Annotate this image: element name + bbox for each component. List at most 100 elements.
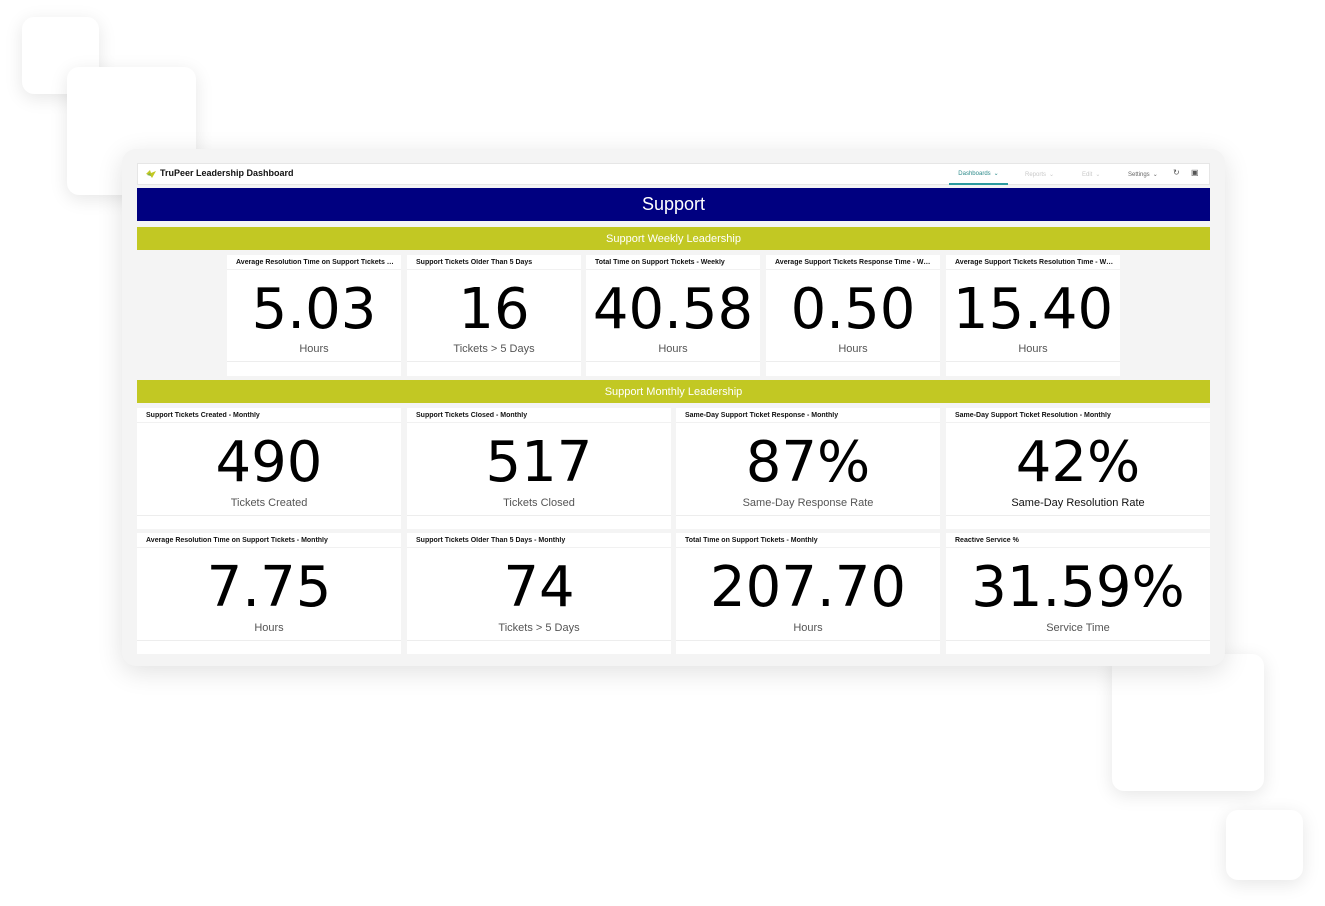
kpi-card[interactable]: Average Resolution Time on Support Ticke… bbox=[227, 255, 401, 376]
kpi-card-value: 40.58 bbox=[592, 277, 754, 342]
kpi-card-title: Average Support Tickets Response Time - … bbox=[775, 259, 934, 266]
kpi-card-unit: Hours bbox=[793, 622, 823, 634]
kpi-card-title: Support Tickets Older Than 5 Days - Mont… bbox=[416, 537, 566, 544]
kpi-card-footer bbox=[586, 361, 760, 362]
kpi-card-unit: Tickets Closed bbox=[503, 497, 575, 509]
top-bar: TruPeer Leadership Dashboard Dashboards … bbox=[137, 163, 1210, 185]
kpi-card-value: 42% bbox=[1015, 430, 1141, 495]
kpi-card-value: 517 bbox=[485, 430, 593, 495]
kpi-card[interactable]: Reactive Service % 31.59% Service Time bbox=[946, 533, 1210, 654]
kpi-card-divider bbox=[946, 269, 1120, 270]
kpi-card-title: Average Resolution Time on Support Ticke… bbox=[146, 537, 328, 544]
nav-edit[interactable]: Edit ⌄ bbox=[1082, 164, 1100, 185]
kpi-card-footer bbox=[407, 361, 581, 362]
kpi-card[interactable]: Same-Day Support Ticket Response - Month… bbox=[676, 408, 940, 529]
kpi-card[interactable]: Same-Day Support Ticket Resolution - Mon… bbox=[946, 408, 1210, 529]
kpi-card[interactable]: Support Tickets Older Than 5 Days - Mont… bbox=[407, 533, 671, 654]
page-banner: Support bbox=[137, 188, 1210, 221]
kpi-card-footer bbox=[766, 361, 940, 362]
section-weekly: Support Weekly Leadership bbox=[137, 227, 1210, 250]
decor-square-3 bbox=[1112, 654, 1264, 791]
kpi-card-footer bbox=[946, 361, 1120, 362]
kpi-card-footer bbox=[407, 515, 671, 516]
kpi-card-title: Support Tickets Older Than 5 Days bbox=[416, 259, 533, 266]
kpi-card-title: Average Support Tickets Resolution Time … bbox=[955, 259, 1114, 266]
kpi-card[interactable]: Total Time on Support Tickets - Monthly 2… bbox=[676, 533, 940, 654]
kpi-card-title: Support Tickets Created - Monthly bbox=[146, 412, 260, 419]
nav-reports-label: Reports bbox=[1025, 171, 1047, 178]
nav-dashboards[interactable]: Dashboards ⌄ bbox=[949, 164, 1008, 185]
kpi-card-divider bbox=[766, 269, 940, 270]
decor-square-4 bbox=[1226, 810, 1303, 880]
nav-dashboards-label: Dashboards bbox=[958, 170, 991, 177]
kpi-card-title: Same-Day Support Ticket Response - Month… bbox=[685, 412, 839, 419]
chevron-down-icon: ⌄ bbox=[1095, 172, 1101, 178]
kpi-card-divider bbox=[137, 547, 401, 548]
kpi-card-unit: Hours bbox=[254, 622, 284, 634]
kpi-card[interactable]: Total Time on Support Tickets - Weekly 40… bbox=[586, 255, 760, 376]
kpi-card-footer bbox=[946, 640, 1210, 641]
comment-icon[interactable]: ▣ bbox=[1191, 168, 1199, 177]
kpi-card-unit: Hours bbox=[838, 343, 868, 355]
nav-settings[interactable]: Settings ⌄ bbox=[1128, 164, 1158, 185]
kpi-card-unit: Tickets Created bbox=[230, 497, 308, 509]
kpi-card-footer bbox=[227, 361, 401, 362]
kpi-card-unit: Same-Day Resolution Rate bbox=[1011, 497, 1145, 509]
kpi-card-title: Total Time on Support Tickets - Weekly bbox=[595, 259, 725, 266]
kpi-card-divider bbox=[407, 269, 581, 270]
kpi-card-value: 490 bbox=[215, 430, 323, 495]
kpi-card-divider bbox=[227, 269, 401, 270]
kpi-card-divider bbox=[586, 269, 760, 270]
nav-edit-label: Edit bbox=[1082, 171, 1093, 178]
kpi-card-value: 7.75 bbox=[206, 555, 332, 620]
kpi-card[interactable]: Average Support Tickets Response Time - … bbox=[766, 255, 940, 376]
kpi-card-value: 207.70 bbox=[710, 555, 906, 620]
nav-settings-label: Settings bbox=[1128, 171, 1150, 178]
kpi-card-divider bbox=[946, 422, 1210, 423]
kpi-card-title: Average Resolution Time on Support Ticke… bbox=[236, 259, 395, 266]
kpi-card-footer bbox=[676, 640, 940, 641]
kpi-card[interactable]: Support Tickets Closed - Monthly 517 Ticke… bbox=[407, 408, 671, 529]
logo-icon bbox=[146, 170, 156, 178]
kpi-card-value: 31.59% bbox=[971, 555, 1185, 620]
kpi-card-divider bbox=[407, 422, 671, 423]
kpi-card-unit: Hours bbox=[1018, 343, 1048, 355]
kpi-card-footer bbox=[946, 515, 1210, 516]
section-monthly: Support Monthly Leadership bbox=[137, 380, 1210, 403]
kpi-card-divider bbox=[676, 422, 940, 423]
kpi-card[interactable]: Support Tickets Created - Monthly 490 Tick… bbox=[137, 408, 401, 529]
refresh-icon[interactable]: ↻ bbox=[1173, 168, 1180, 177]
kpi-card-divider bbox=[407, 547, 671, 548]
banner-title: Support bbox=[641, 194, 706, 214]
chevron-down-icon: ⌄ bbox=[993, 171, 999, 177]
kpi-card[interactable]: Average Resolution Time on Support Ticke… bbox=[137, 533, 401, 654]
kpi-card-value: 15.40 bbox=[952, 277, 1114, 342]
kpi-card-title: Reactive Service % bbox=[955, 537, 1019, 544]
chevron-down-icon: ⌄ bbox=[1049, 172, 1055, 178]
kpi-card[interactable]: Support Tickets Older Than 5 Days 16 Ticke… bbox=[407, 255, 581, 376]
kpi-card-footer bbox=[137, 640, 401, 641]
kpi-card-unit: Tickets > 5 Days bbox=[498, 622, 580, 634]
kpi-card-footer bbox=[407, 640, 671, 641]
chevron-down-icon: ⌄ bbox=[1152, 172, 1158, 178]
kpi-card-value: 16 bbox=[458, 277, 530, 342]
nav-reports[interactable]: Reports ⌄ bbox=[1025, 164, 1054, 185]
section-weekly-title: Support Weekly Leadership bbox=[606, 232, 741, 245]
kpi-card-title: Same-Day Support Ticket Resolution - Mon… bbox=[955, 412, 1111, 419]
kpi-card-value: 74 bbox=[503, 555, 575, 620]
kpi-card-footer bbox=[137, 515, 401, 516]
kpi-card-unit: Hours bbox=[658, 343, 688, 355]
kpi-card-value: 5.03 bbox=[251, 277, 377, 342]
kpi-card-value: 0.50 bbox=[790, 277, 916, 342]
kpi-card-value: 87% bbox=[745, 430, 871, 495]
kpi-card-unit: Hours bbox=[299, 343, 329, 355]
section-monthly-title: Support Monthly Leadership bbox=[604, 385, 743, 398]
kpi-card-title: Support Tickets Closed - Monthly bbox=[416, 412, 528, 419]
kpi-card-divider bbox=[676, 547, 940, 548]
kpi-card-footer bbox=[676, 515, 940, 516]
kpi-card-unit: Service Time bbox=[1046, 622, 1110, 634]
kpi-card-divider bbox=[946, 547, 1210, 548]
app-title: TruPeer Leadership Dashboard bbox=[160, 168, 294, 178]
kpi-card-title: Total Time on Support Tickets - Monthly bbox=[685, 537, 818, 544]
kpi-card[interactable]: Average Support Tickets Resolution Time … bbox=[946, 255, 1120, 376]
